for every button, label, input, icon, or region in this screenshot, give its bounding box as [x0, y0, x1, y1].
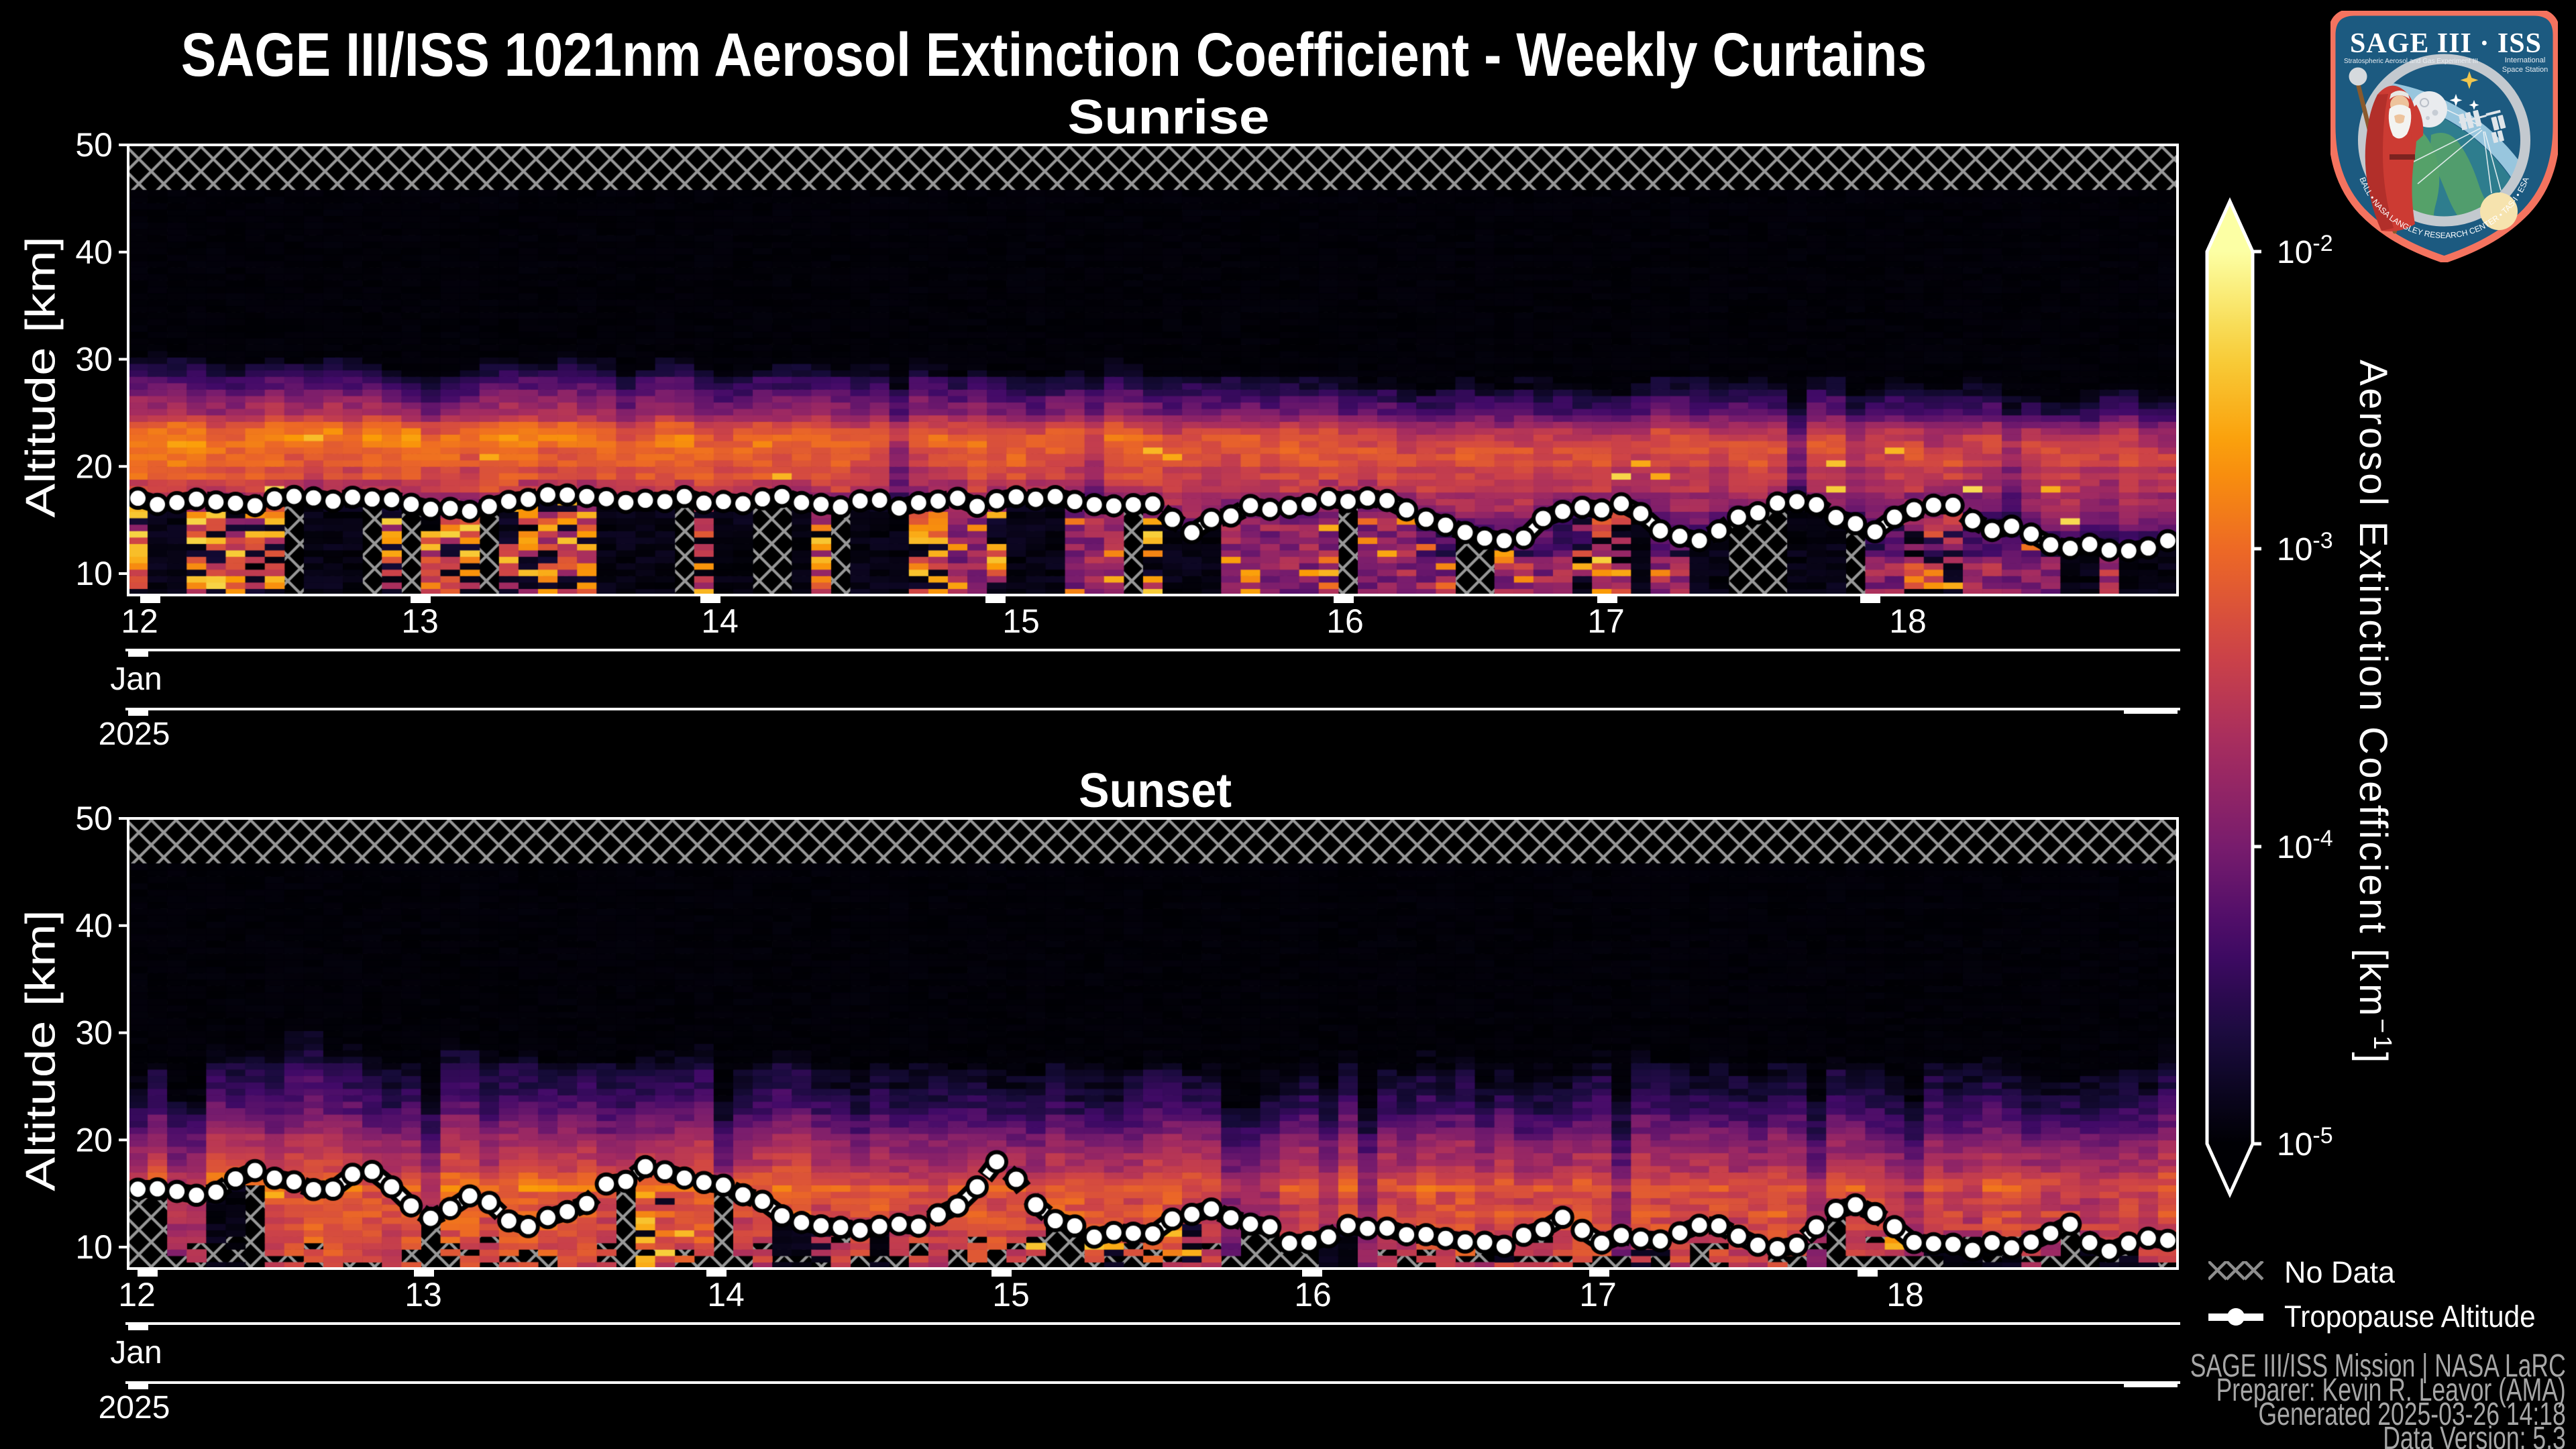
- svg-text:10-3: 10-3: [2277, 528, 2333, 568]
- svg-text:40: 40: [75, 907, 113, 945]
- svg-text:10-4: 10-4: [2277, 826, 2333, 865]
- svg-text:2025: 2025: [99, 716, 170, 752]
- svg-text:International: International: [2505, 56, 2546, 64]
- svg-text:16: 16: [1326, 602, 1364, 640]
- svg-text:30: 30: [75, 341, 113, 378]
- svg-text:Jan: Jan: [110, 1335, 162, 1371]
- svg-text:40: 40: [75, 233, 113, 271]
- svg-text:14: 14: [701, 602, 739, 640]
- svg-text:20: 20: [75, 1121, 113, 1159]
- svg-text:12: 12: [121, 602, 158, 640]
- svg-text:15: 15: [992, 1276, 1030, 1313]
- svg-text:50: 50: [75, 800, 113, 837]
- svg-text:12: 12: [118, 1276, 156, 1313]
- svg-text:10-5: 10-5: [2277, 1123, 2333, 1163]
- svg-text:Jan: Jan: [110, 661, 162, 697]
- svg-text:16: 16: [1294, 1276, 1332, 1313]
- svg-text:10-2: 10-2: [2277, 231, 2333, 270]
- svg-text:50: 50: [75, 126, 113, 164]
- svg-text:Space Station: Space Station: [2502, 66, 2548, 74]
- svg-text:13: 13: [405, 1276, 442, 1313]
- svg-text:15: 15: [1002, 602, 1040, 640]
- svg-text:14: 14: [707, 1276, 745, 1313]
- svg-text:17: 17: [1579, 1276, 1617, 1313]
- svg-text:10: 10: [75, 1228, 113, 1266]
- svg-text:13: 13: [401, 602, 439, 640]
- svg-text:10: 10: [75, 555, 113, 592]
- svg-text:Aerosol Extinction Coefficient: Aerosol Extinction Coefficient [km−1]: [2351, 360, 2396, 1065]
- svg-text:2025: 2025: [99, 1390, 170, 1426]
- svg-text:Stratospheric Aerosol and Gas: Stratospheric Aerosol and Gas Experiment…: [2344, 58, 2478, 65]
- svg-text:17: 17: [1587, 602, 1625, 640]
- svg-text:20: 20: [75, 447, 113, 485]
- svg-text:30: 30: [75, 1014, 113, 1052]
- svg-text:18: 18: [1889, 602, 1927, 640]
- svg-text:18: 18: [1886, 1276, 1924, 1313]
- svg-text:SAGE III · ISS: SAGE III · ISS: [2350, 28, 2542, 59]
